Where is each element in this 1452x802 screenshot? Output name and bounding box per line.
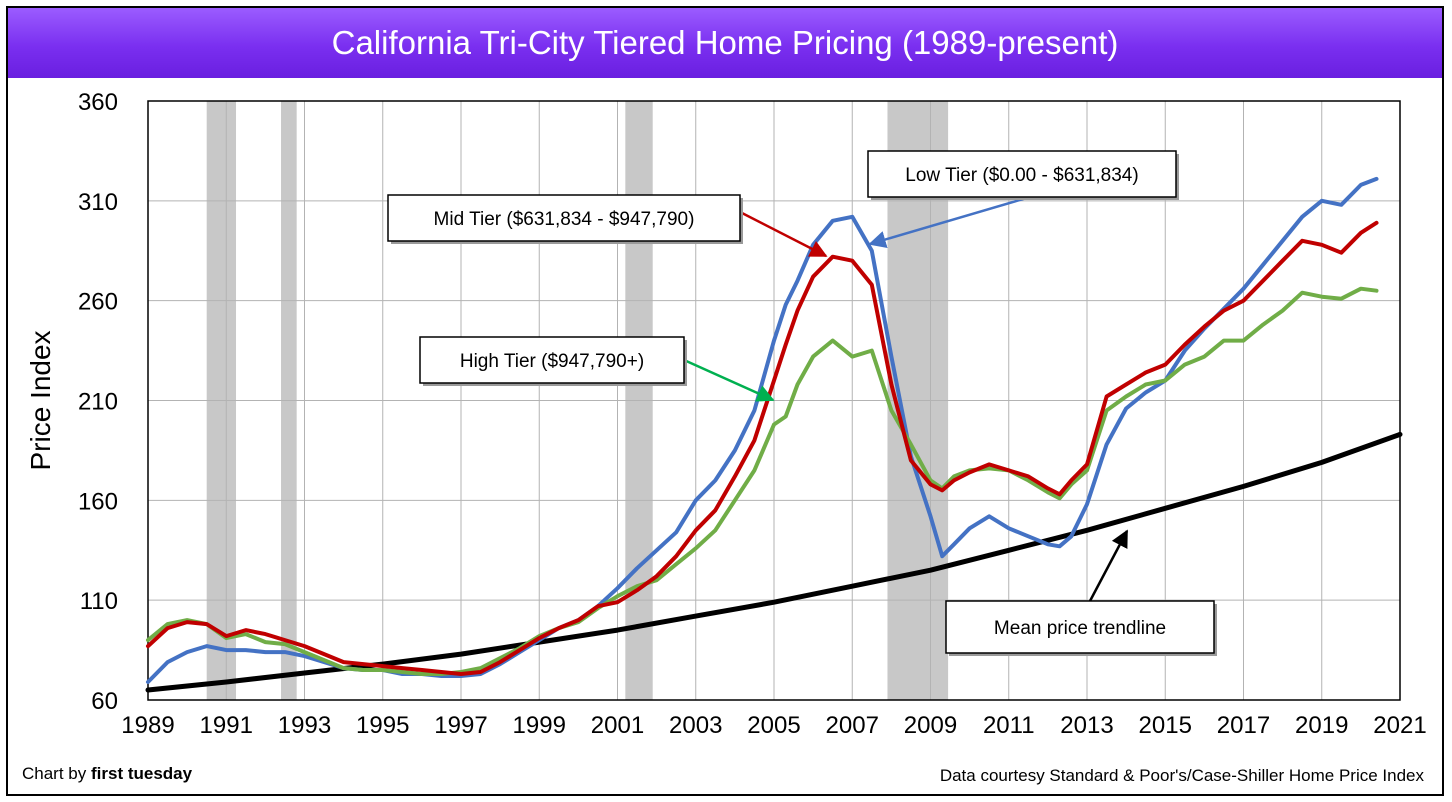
annotation-arrow (1088, 529, 1129, 602)
credit-brand: first tuesday (90, 764, 193, 783)
plot-area (147, 100, 1401, 701)
x-tick-label: 2017 (1217, 712, 1270, 739)
y-tick-label: 210 (78, 389, 118, 416)
x-tick-label: 2005 (747, 712, 800, 739)
annotation-arrow (868, 195, 1031, 248)
x-tick-label: 2003 (669, 712, 722, 739)
x-tick-label: 2021 (1373, 712, 1426, 739)
x-tick-label: 2013 (1060, 712, 1113, 739)
x-tick-label: 1999 (513, 712, 566, 739)
y-tick-label: 360 (78, 89, 118, 116)
series-line-high-tier (146, 286, 1379, 676)
x-tick-label: 1989 (121, 712, 174, 739)
annotation-label: Low Tier ($0.00 - $631,834) (905, 165, 1138, 186)
annotation-label: Mid Tier ($631,834 - $947,790) (434, 209, 695, 230)
annotation-box (387, 194, 741, 242)
annotation-arrow (739, 210, 828, 258)
x-tick-label: 2001 (591, 712, 644, 739)
y-tick-label: 260 (78, 289, 118, 316)
y-tick-label: 110 (80, 588, 118, 615)
x-tick-label: 2009 (904, 712, 957, 739)
x-tick-label: 1991 (200, 712, 253, 739)
annotation-box (419, 336, 685, 384)
x-tick-label: 2019 (1295, 712, 1348, 739)
annotation-label: High Tier ($947,790+) (460, 351, 644, 372)
x-tick-label: 2007 (826, 712, 879, 739)
chart-credit: Chart by first tuesday (22, 764, 192, 784)
y-tick-label: 160 (78, 488, 118, 515)
y-tick-label: 310 (78, 189, 118, 216)
x-tick-label: 1997 (434, 712, 487, 739)
annotation-label: Mean price trendline (994, 618, 1166, 639)
data-source: Data courtesy Standard & Poor's/Case-Shi… (939, 766, 1424, 785)
series-line-mid-tier (146, 220, 1379, 676)
x-tick-label: 1993 (278, 712, 331, 739)
x-tick-label: 2015 (1139, 712, 1192, 739)
annotation-box (867, 150, 1177, 198)
y-axis-title: Price Index (25, 330, 56, 470)
chart-title: California Tri-City Tiered Home Pricing … (8, 8, 1442, 78)
x-tick-label: 2011 (983, 712, 1035, 739)
y-tick-label: 60 (91, 688, 118, 715)
series-line-trendline (145, 431, 1403, 693)
annotation-box (945, 600, 1215, 654)
x-tick-label: 1995 (356, 712, 409, 739)
annotation-arrow (683, 358, 775, 402)
credit-prefix: Chart by (22, 764, 91, 783)
